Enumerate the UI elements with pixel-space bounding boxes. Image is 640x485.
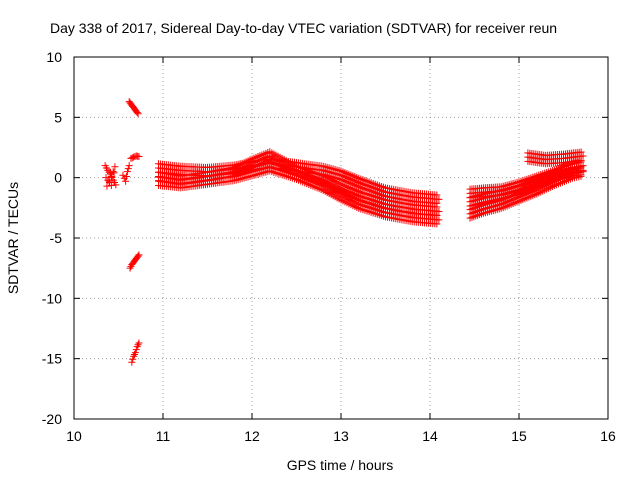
track-a-point [433, 191, 441, 199]
scatter-cluster-10-6-point [123, 172, 131, 180]
scatter-cluster-10-4-point [106, 178, 114, 186]
scatter-bottom-spike-point [130, 352, 138, 360]
scatter-bottom-spike-point [131, 349, 139, 357]
scatter-lower-spike-point [126, 264, 134, 272]
scatter-lower-spike-point [135, 251, 143, 259]
x-tick-label: 15 [511, 428, 527, 444]
scatter-cluster-10-4-point [106, 168, 114, 176]
scatter-cluster-10-6-point [123, 168, 131, 176]
y-tick-label: -5 [50, 230, 63, 246]
track-a-point [435, 195, 443, 203]
y-tick-label: -20 [42, 411, 62, 427]
scatter-cluster-10-4-point [108, 174, 116, 182]
y-tick-label: -15 [42, 351, 62, 367]
x-tick-label: 10 [66, 428, 82, 444]
scatter-cluster-10-4-point [107, 182, 115, 190]
scatter-bottom-spike-point [128, 358, 136, 366]
y-tick-label: 0 [54, 170, 62, 186]
scatter-cluster-10-6-point [125, 162, 133, 170]
x-tick-label: 12 [244, 428, 260, 444]
scatter-bottom-spike-point [133, 343, 141, 351]
scatter-bottom-spike-point [135, 339, 143, 347]
scatter-cluster-10-4-point [112, 181, 120, 189]
data-points [101, 98, 587, 366]
y-tick-label: -10 [42, 290, 62, 306]
track-g-point [577, 148, 585, 156]
grid-lines [74, 57, 608, 419]
x-axis-label: GPS time / hours [287, 457, 394, 473]
scatter-upper-spike-point [133, 109, 141, 117]
scatter-cluster-10-6-point [124, 165, 132, 173]
scatter-bottom-spike-point [134, 341, 142, 349]
axis-ticks: 10 11 12 13 14 15 16 -20 -15 -10 -5 0 5 10 [42, 49, 616, 444]
scatter-bottom-spike-point [132, 346, 140, 354]
track-b-point [433, 203, 441, 211]
scatter-lower-spike-point [134, 252, 142, 260]
y-tick-label: 5 [54, 109, 62, 125]
scatter-upper-spike-point [134, 110, 142, 118]
scatter-cluster-10-4-point [103, 182, 111, 190]
scatter-cluster-10-6-point [122, 177, 130, 185]
scatter-mid-spike-point [135, 153, 143, 161]
scatter-cluster-10-4-point [111, 163, 119, 171]
scatter-lower-spike-point [127, 262, 135, 270]
scatter-cluster-10-4-point [110, 169, 118, 177]
track-g-point [579, 152, 587, 160]
x-tick-label: 13 [333, 428, 349, 444]
x-tick-label: 16 [600, 428, 616, 444]
x-tick-label: 11 [156, 428, 171, 444]
scatter-bottom-spike-point [129, 355, 137, 363]
track-c-point [433, 211, 441, 219]
scatter-bottom-spike-point [131, 350, 139, 358]
track-f-point [577, 164, 585, 172]
scatter-cluster-10-6-point [119, 171, 127, 179]
track-f-point [579, 168, 587, 176]
chart-title: Day 338 of 2017, Sidereal Day-to-day VTE… [50, 20, 557, 36]
x-tick-label: 14 [422, 428, 438, 444]
y-axis-label: SDTVAR / TECUs [5, 182, 21, 294]
y-tick-label: 10 [46, 49, 62, 65]
track-c-point [435, 216, 443, 224]
track-b-point [435, 207, 443, 215]
